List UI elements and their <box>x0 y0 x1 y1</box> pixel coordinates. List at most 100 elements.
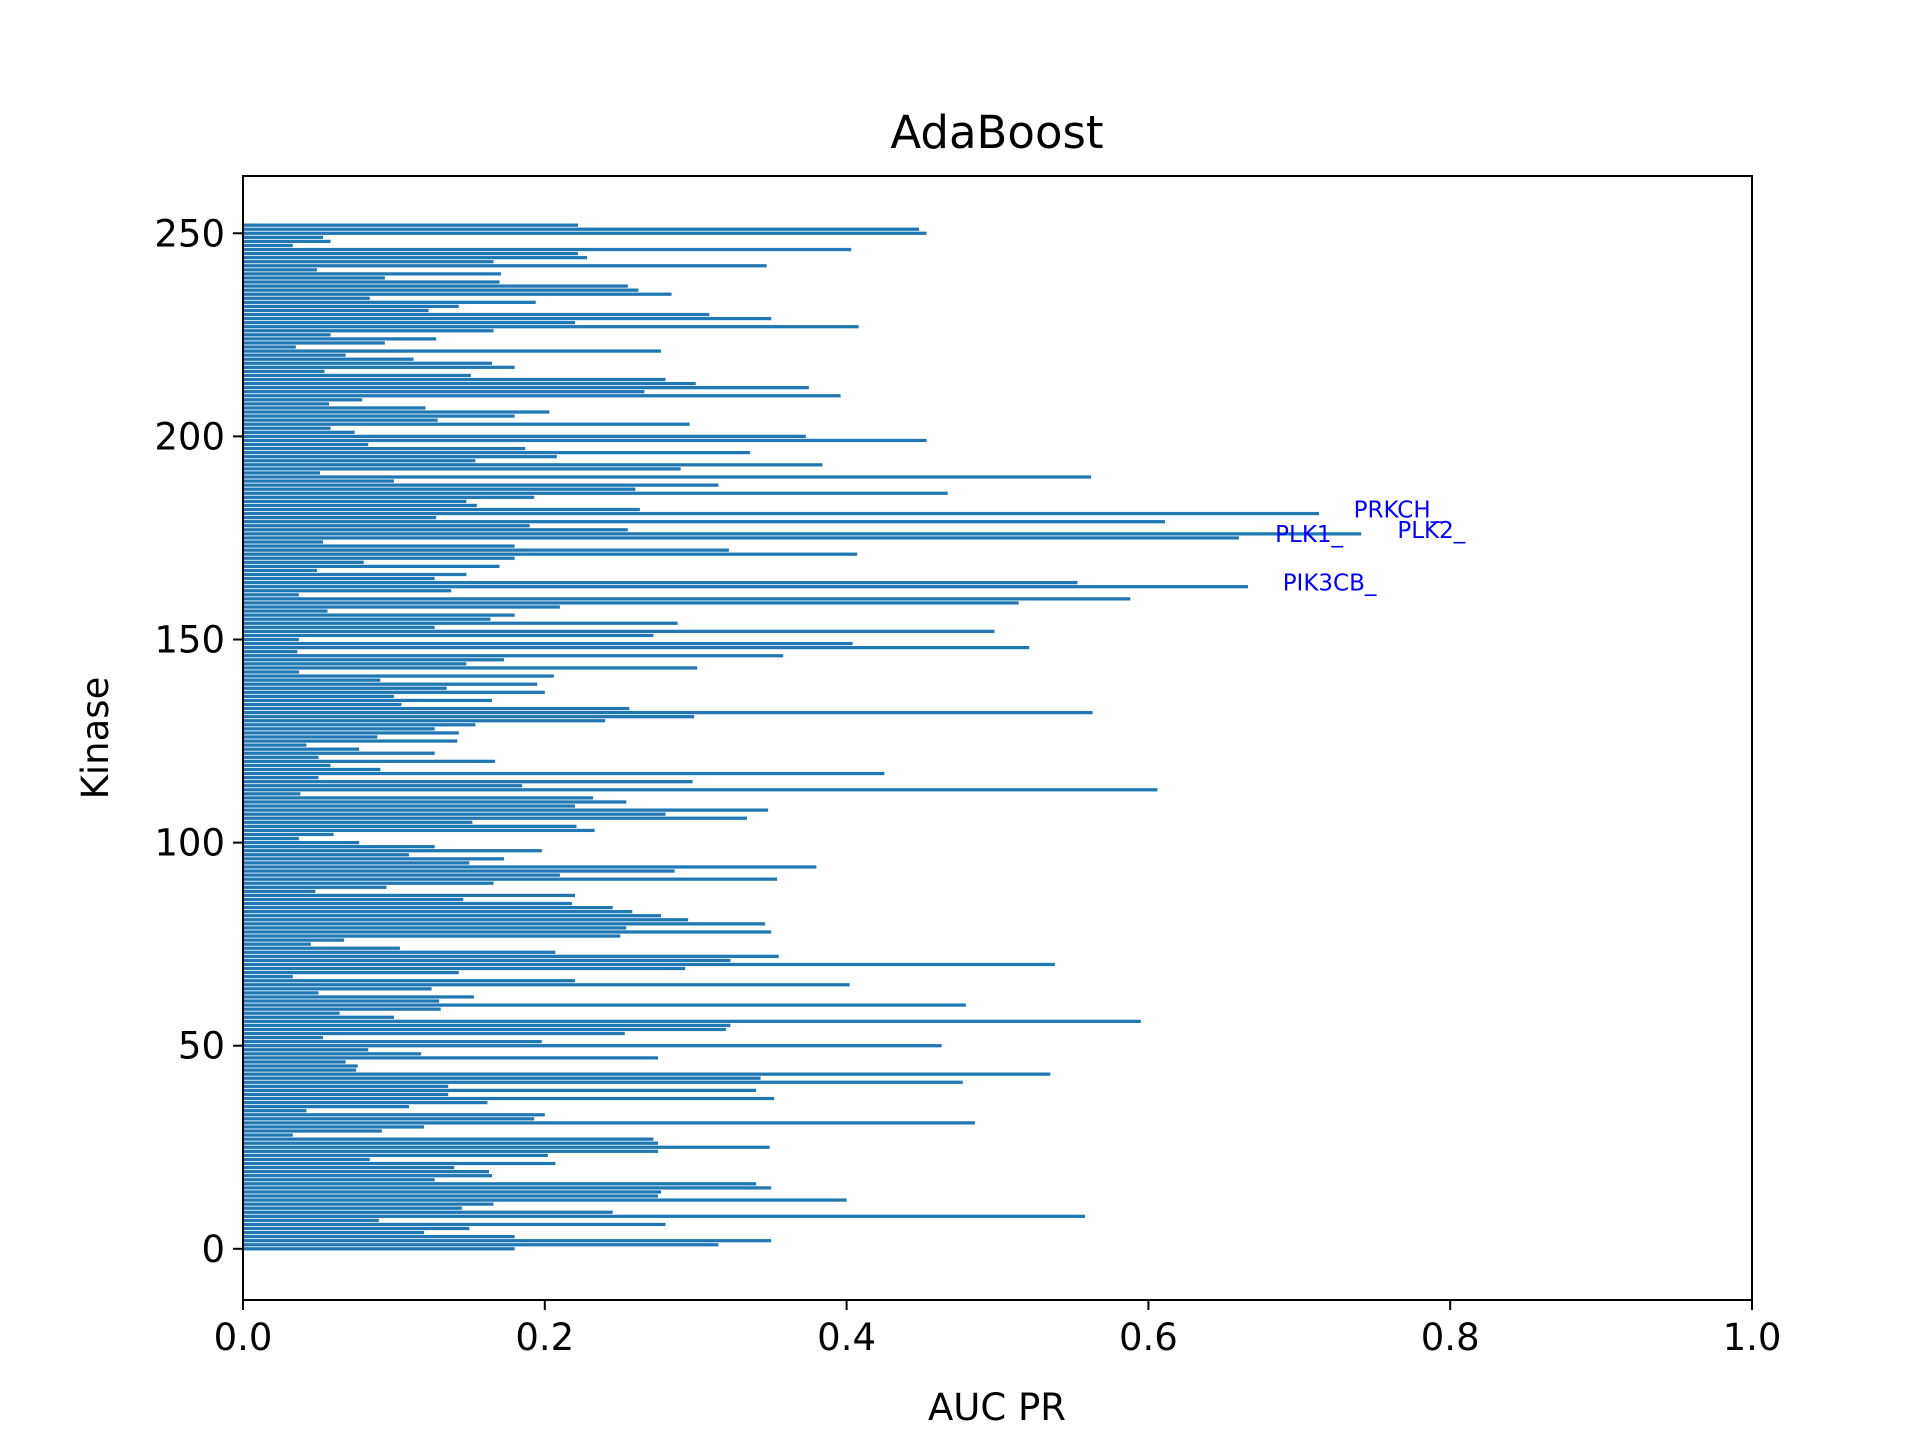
bar <box>243 1161 556 1166</box>
bar <box>243 260 494 264</box>
bar <box>243 694 394 698</box>
bar <box>243 1137 654 1141</box>
bar <box>243 483 719 487</box>
bar <box>243 1113 545 1117</box>
bar <box>243 975 293 979</box>
bar <box>243 958 731 963</box>
bar <box>243 357 414 361</box>
bar <box>243 243 293 248</box>
bar <box>243 678 381 682</box>
y-tick-label: 0 <box>201 1228 225 1271</box>
bar <box>243 442 369 447</box>
bar <box>243 386 809 390</box>
bar <box>243 861 470 865</box>
bar <box>243 682 538 686</box>
bar <box>243 857 505 861</box>
bar <box>243 617 491 621</box>
bar <box>243 1170 489 1174</box>
bar <box>243 296 370 300</box>
bar <box>243 1133 293 1137</box>
bar <box>243 970 459 975</box>
bar <box>243 706 630 711</box>
bar <box>243 690 545 694</box>
bar <box>243 747 360 751</box>
bar <box>243 796 594 800</box>
y-tick-label: 150 <box>154 618 225 661</box>
bar <box>243 897 464 902</box>
bar <box>243 235 323 239</box>
bar <box>243 365 515 369</box>
bar <box>243 239 331 244</box>
annotation: PIK3CB_ <box>1283 571 1377 597</box>
chart-title: AdaBoost <box>890 106 1103 159</box>
bar <box>243 361 492 365</box>
bar <box>243 251 578 256</box>
bar <box>243 402 330 406</box>
bar <box>243 1031 625 1036</box>
bar <box>243 792 301 796</box>
bar <box>243 991 319 995</box>
bar <box>243 1007 441 1011</box>
bar <box>243 609 328 613</box>
bar <box>243 641 853 646</box>
bar <box>243 686 447 690</box>
bar <box>243 926 627 930</box>
bar <box>243 877 778 881</box>
bar <box>243 1230 425 1235</box>
bar <box>243 556 515 560</box>
bar <box>243 645 1030 650</box>
bar <box>243 1214 1086 1218</box>
bar <box>243 329 494 333</box>
bar <box>243 410 550 414</box>
bar <box>243 536 1239 540</box>
y-tick-label: 50 <box>178 1025 225 1068</box>
plot-frame <box>242 175 1753 1301</box>
bar <box>243 1023 731 1028</box>
bar <box>243 479 394 483</box>
bar <box>243 422 690 426</box>
bar <box>243 1235 515 1239</box>
bar <box>243 934 621 938</box>
bar <box>243 276 385 280</box>
bar <box>243 227 920 231</box>
bar <box>243 662 467 666</box>
bar <box>243 585 1248 589</box>
bar <box>243 784 523 788</box>
bar <box>243 905 613 910</box>
bar <box>243 589 452 593</box>
bar <box>243 930 772 934</box>
bar <box>243 247 852 252</box>
bar <box>243 995 474 999</box>
bar <box>243 455 557 459</box>
bar <box>243 548 729 552</box>
bar <box>243 1182 757 1186</box>
bar <box>243 987 432 991</box>
bar <box>243 893 575 898</box>
bar <box>243 1206 462 1210</box>
y-tick-label: 250 <box>154 212 225 255</box>
bar <box>243 1076 761 1080</box>
bar <box>243 1194 658 1198</box>
bar <box>243 1186 772 1190</box>
bar <box>243 698 492 703</box>
bar <box>243 942 311 946</box>
bar <box>243 264 767 268</box>
bar <box>243 625 435 629</box>
bar <box>243 674 554 678</box>
bar <box>243 284 628 288</box>
bar <box>243 576 435 581</box>
bar <box>243 1125 425 1129</box>
bar <box>243 414 515 418</box>
bar <box>243 840 360 845</box>
bar <box>243 780 693 784</box>
bar <box>243 1121 975 1125</box>
bar <box>243 816 748 820</box>
bar <box>243 1109 307 1113</box>
bar <box>243 568 317 573</box>
bar <box>243 1174 492 1178</box>
bar <box>243 739 458 743</box>
x-tick-label: 1.0 <box>1723 1316 1782 1359</box>
bar <box>243 771 885 776</box>
x-tick-label: 0.6 <box>1119 1316 1178 1359</box>
bar <box>243 540 323 544</box>
